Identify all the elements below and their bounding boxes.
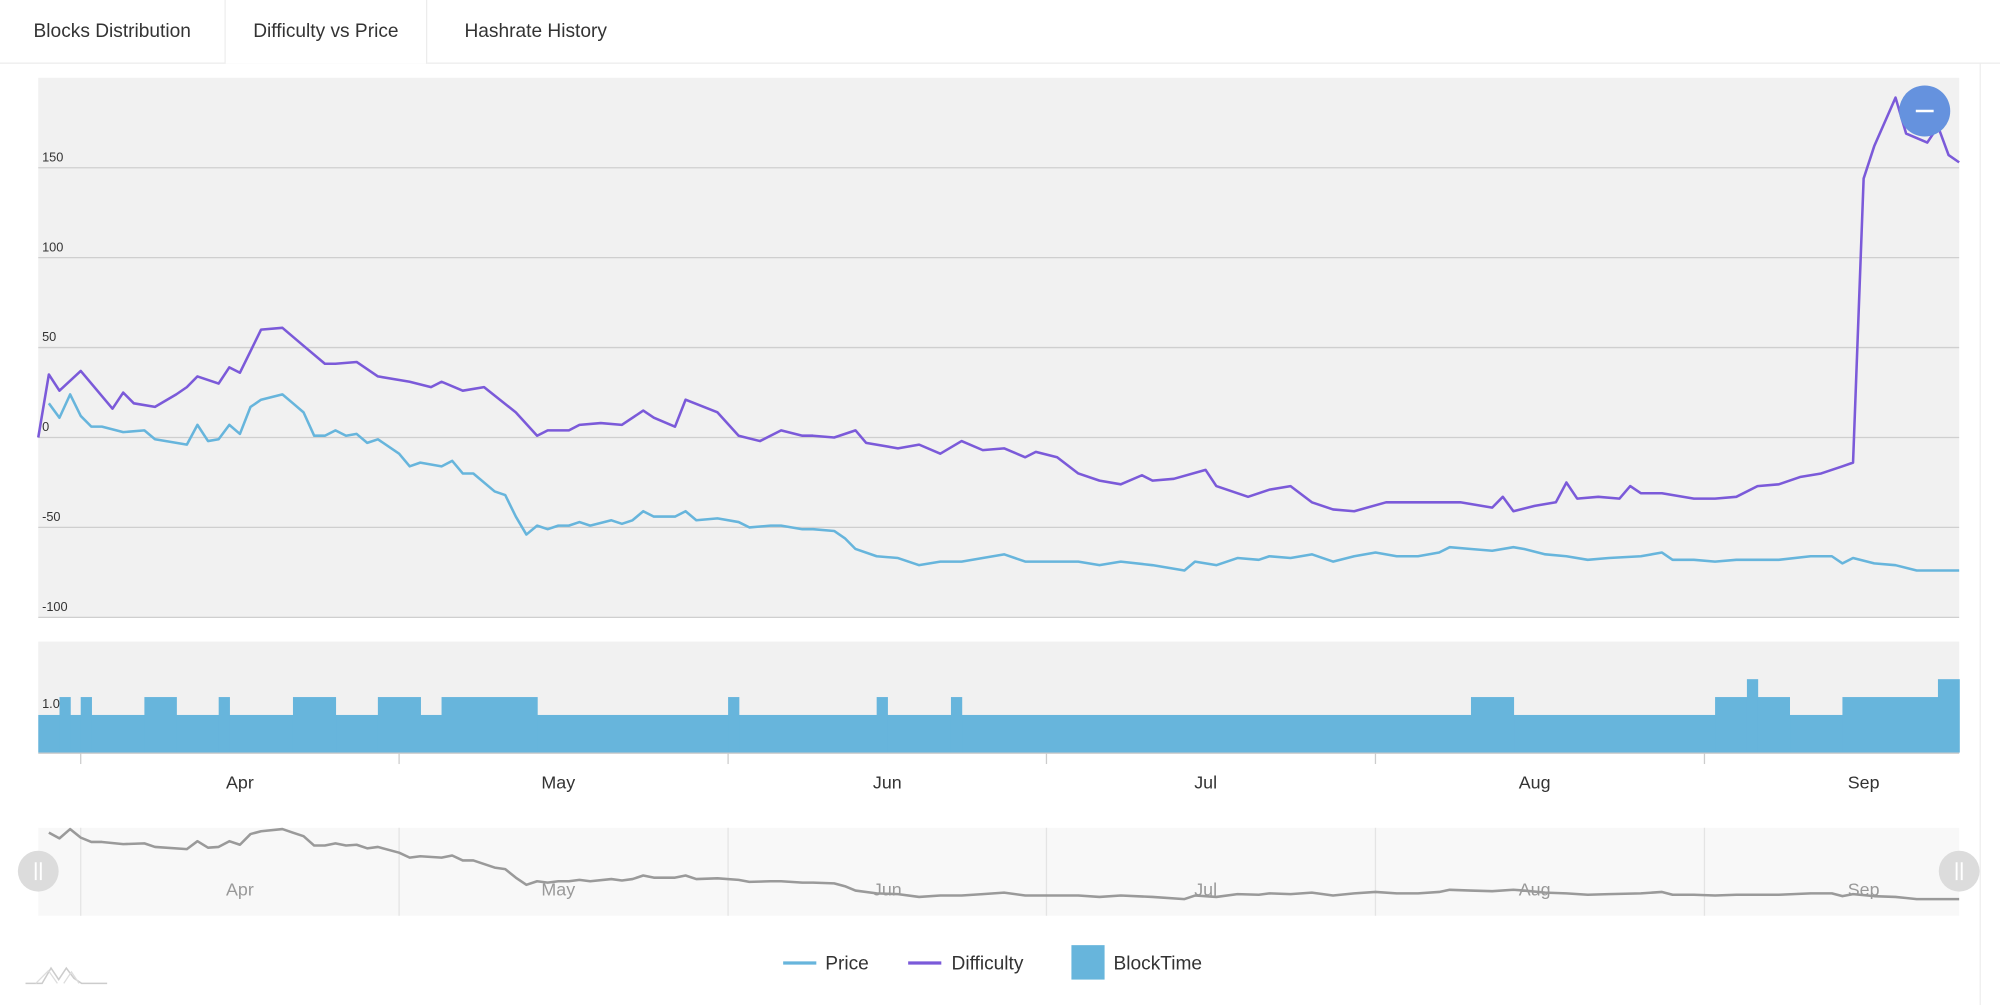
panel-border (1979, 62, 1981, 1005)
blocktime-bar (1746, 679, 1759, 753)
y-tick-label: -100 (42, 599, 68, 614)
blocktime-bar (1470, 697, 1515, 753)
blocktime-bar (1842, 697, 1939, 753)
tab-blocks-distribution[interactable]: Blocks Distribution (0, 0, 226, 63)
navigator-month-label: Apr (226, 879, 254, 899)
tab-bar: Blocks Distribution Difficulty vs Price … (0, 0, 2000, 64)
x-tick-label: Sep (1848, 772, 1880, 792)
blocktime-bar (1715, 697, 1748, 753)
navigator-background[interactable] (38, 827, 1960, 916)
blocktime-bar (1937, 679, 1960, 753)
zoom-out-button[interactable] (1899, 85, 1951, 137)
navigator-month-label: Jul (1194, 879, 1217, 899)
navigator-month-label: May (541, 879, 575, 899)
x-tick-label: Apr (226, 772, 254, 792)
x-tick-label: Jul (1194, 772, 1217, 792)
x-tick-label: Jun (873, 772, 902, 792)
blocktime-bar (377, 697, 421, 753)
navigator-month-label: Aug (1519, 879, 1551, 899)
legend-label-blocktime: BlockTime (1114, 953, 1203, 974)
blocktime-bar (292, 697, 337, 753)
legend-label-price: Price (825, 953, 869, 974)
legend-item-price[interactable]: Price (783, 953, 869, 974)
x-tick-label: Aug (1519, 772, 1551, 792)
legend-item-blocktime[interactable]: BlockTime (1071, 945, 1203, 980)
blocktime-bar (950, 697, 963, 753)
tab-difficulty-vs-price[interactable]: Difficulty vs Price (225, 0, 428, 64)
blocktime-bar (59, 697, 71, 753)
navigator-handle-left[interactable] (17, 850, 59, 892)
x-tick-label: May (541, 772, 575, 792)
chart-logo-icon (25, 966, 108, 985)
blocktime-bar (80, 697, 92, 753)
y-tick-label: 100 (42, 239, 63, 254)
blocktime-bar (441, 697, 538, 753)
blocktime-tick-label: 1.0 (42, 696, 60, 711)
legend-label-difficulty: Difficulty (952, 953, 1024, 974)
legend: Price Difficulty BlockTime (783, 945, 1203, 980)
y-tick-label: 0 (42, 419, 49, 434)
y-tick-label: 50 (42, 329, 56, 344)
blocktime-bar (144, 697, 177, 753)
navigator-handle-right[interactable] (1938, 850, 1980, 892)
y-tick-label: -50 (42, 509, 60, 524)
blocktime-bar (728, 697, 740, 753)
navigator-series-line (48, 827, 1960, 901)
navigator-month-label: Jun (873, 879, 902, 899)
blocktime-bar (218, 697, 230, 753)
tab-hashrate-history[interactable]: Hashrate History (464, 20, 607, 43)
legend-item-difficulty[interactable]: Difficulty (908, 953, 1024, 974)
y-tick-label: 150 (42, 149, 63, 164)
difficulty-series-line (37, 96, 1960, 513)
blocktime-bar (876, 697, 888, 753)
blocktime-bar (1757, 697, 1791, 753)
blocktime-bar-baseline (38, 714, 1960, 753)
price-series-line (47, 393, 1960, 572)
